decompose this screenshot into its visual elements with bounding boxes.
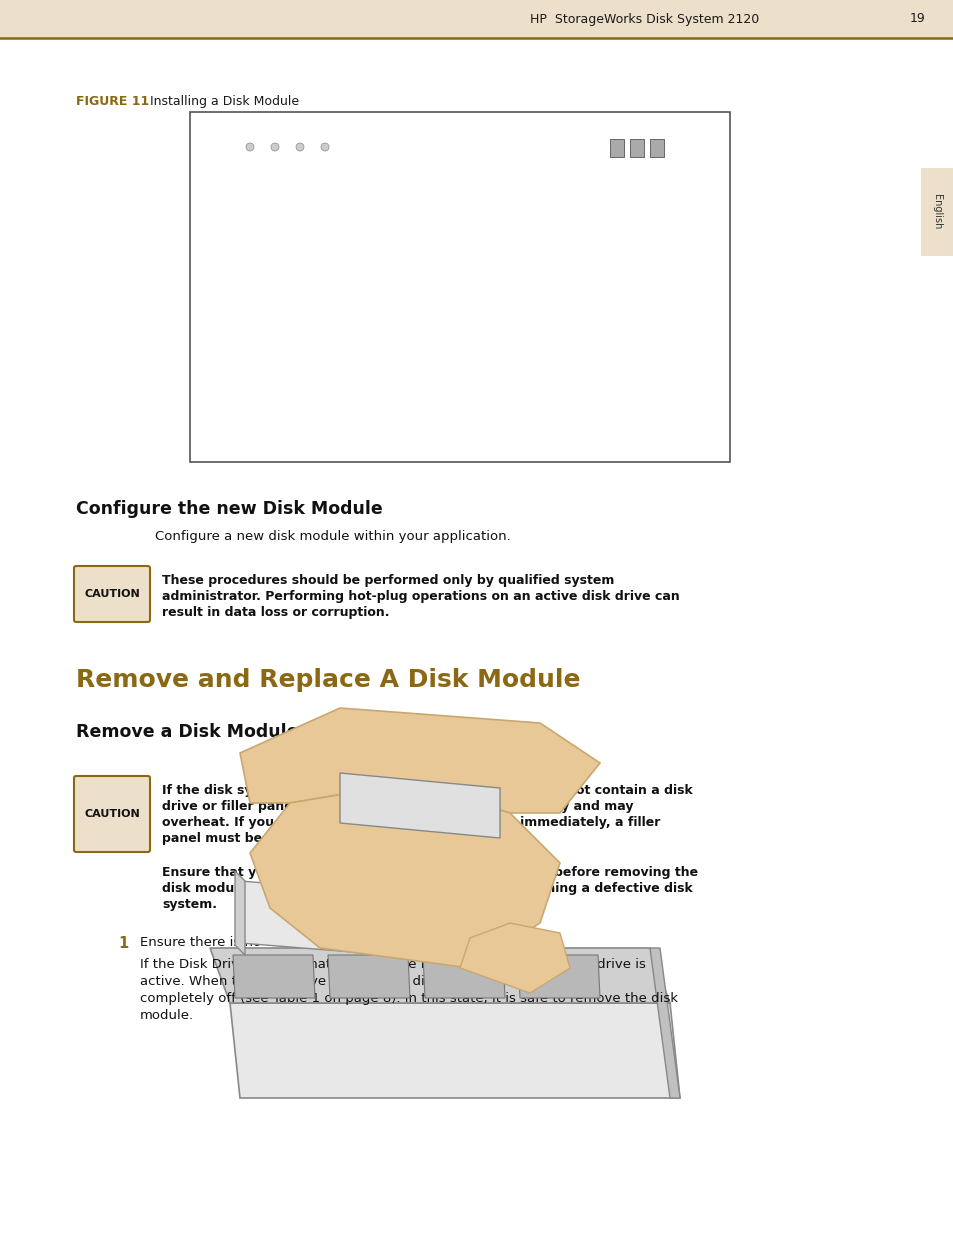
Polygon shape bbox=[230, 1003, 679, 1098]
Polygon shape bbox=[459, 923, 569, 993]
Polygon shape bbox=[422, 955, 504, 998]
Text: If the disk system is running and a disk module slot does not contain a disk: If the disk system is running and a disk… bbox=[162, 784, 692, 797]
Text: module.: module. bbox=[140, 1009, 193, 1023]
Circle shape bbox=[246, 143, 253, 151]
Text: overheat. If you are not replacing the disk module immediately, a filler: overheat. If you are not replacing the d… bbox=[162, 816, 659, 829]
Bar bbox=[649, 140, 663, 157]
Text: completely off (see Table 1 on page 8). In this state, it is safe to remove the : completely off (see Table 1 on page 8). … bbox=[140, 992, 678, 1005]
Text: disk module from the disk system unless you are returning a defective disk: disk module from the disk system unless … bbox=[162, 882, 692, 895]
Text: English: English bbox=[931, 194, 942, 230]
Text: Ensure that you have a replacement disk or filler panel before removing the: Ensure that you have a replacement disk … bbox=[162, 866, 698, 879]
Text: These procedures should be performed only by qualified system: These procedures should be performed onl… bbox=[162, 574, 614, 587]
Text: administrator. Performing hot-plug operations on an active disk drive can: administrator. Performing hot-plug opera… bbox=[162, 590, 679, 603]
Text: system.: system. bbox=[162, 898, 216, 911]
FancyBboxPatch shape bbox=[74, 776, 150, 852]
Circle shape bbox=[271, 143, 278, 151]
Text: result in data loss or corruption.: result in data loss or corruption. bbox=[162, 606, 389, 619]
Text: 19: 19 bbox=[909, 12, 924, 26]
Text: Installing a Disk Module: Installing a Disk Module bbox=[142, 95, 299, 107]
Polygon shape bbox=[240, 708, 599, 813]
Polygon shape bbox=[339, 773, 499, 839]
Polygon shape bbox=[210, 948, 669, 1003]
Circle shape bbox=[320, 143, 329, 151]
Text: Configure the new Disk Module: Configure the new Disk Module bbox=[76, 500, 382, 517]
Polygon shape bbox=[649, 948, 679, 1098]
Text: Remove a Disk Module: Remove a Disk Module bbox=[76, 722, 298, 741]
Text: panel must be installed to maintain proper cooling.: panel must be installed to maintain prop… bbox=[162, 832, 522, 845]
Polygon shape bbox=[517, 955, 599, 998]
Text: 1: 1 bbox=[118, 936, 128, 951]
Polygon shape bbox=[240, 881, 390, 955]
Text: CAUTION: CAUTION bbox=[84, 589, 140, 599]
Polygon shape bbox=[328, 955, 410, 998]
Text: CAUTION: CAUTION bbox=[84, 809, 140, 819]
FancyBboxPatch shape bbox=[74, 566, 150, 622]
Bar bbox=[629, 140, 643, 157]
Text: Ensure there is no activity on the drives.: Ensure there is no activity on the drive… bbox=[140, 936, 411, 948]
Text: If the Disk Drive LED for that disk module is flashing green, the disk drive is: If the Disk Drive LED for that disk modu… bbox=[140, 958, 645, 971]
Polygon shape bbox=[233, 955, 314, 998]
Text: drive or filler panel, the disk system will not cool properly and may: drive or filler panel, the disk system w… bbox=[162, 800, 633, 813]
Text: FIGURE 11: FIGURE 11 bbox=[76, 95, 149, 107]
Circle shape bbox=[295, 143, 304, 151]
Bar bbox=[190, 112, 729, 462]
Polygon shape bbox=[234, 871, 245, 955]
Bar bbox=[0, 0, 953, 38]
Text: HP  StorageWorks Disk System 2120: HP StorageWorks Disk System 2120 bbox=[530, 12, 759, 26]
Polygon shape bbox=[250, 783, 559, 968]
Bar bbox=[920, 168, 953, 256]
Text: Remove and Replace A Disk Module: Remove and Replace A Disk Module bbox=[76, 668, 579, 692]
Bar bbox=[609, 140, 623, 157]
Text: Configure a new disk module within your application.: Configure a new disk module within your … bbox=[154, 530, 510, 543]
Text: active. When the Disk Drive LED off, the disk module is either idle or: active. When the Disk Drive LED off, the… bbox=[140, 974, 598, 988]
